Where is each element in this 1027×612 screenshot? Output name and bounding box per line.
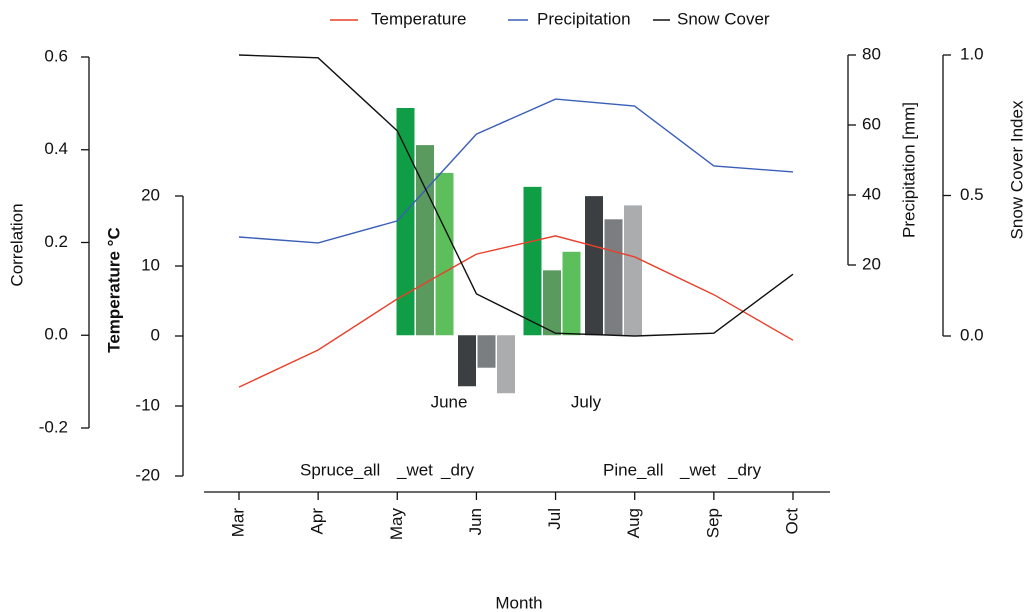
x-tick-label: Mar <box>228 508 247 538</box>
legend-label: Precipitation <box>537 9 631 28</box>
bar <box>604 219 623 336</box>
tick-label: 20 <box>141 185 160 204</box>
tick-label: 60 <box>862 114 881 133</box>
tick-label: 0.2 <box>44 232 68 251</box>
bar-legend-label: _dry <box>727 460 762 479</box>
legend-label: Temperature <box>371 9 466 28</box>
group-label: July <box>571 392 602 411</box>
bar <box>435 172 454 336</box>
legend-label: Snow Cover <box>677 9 770 28</box>
bar <box>458 335 476 387</box>
bar <box>543 270 561 336</box>
y-axis-label: Correlation <box>7 203 26 286</box>
bar-legend-label: _dry <box>440 460 475 479</box>
bar-legend-label: _wet <box>679 460 716 479</box>
group-label: June <box>431 392 468 411</box>
bar-legend-label: _wet <box>396 460 433 479</box>
bar <box>562 251 581 336</box>
y3-axis-label: Snow Cover Index <box>1007 100 1026 239</box>
x-tick-label: Jun <box>466 508 485 535</box>
bar <box>585 196 603 336</box>
x-tick-label: Oct <box>782 508 801 535</box>
tick-label: 0.5 <box>960 185 984 204</box>
tick-label: 1.0 <box>960 44 984 63</box>
x-tick-label: Aug <box>624 508 643 538</box>
bar <box>523 186 542 336</box>
x-tick-label: Apr <box>308 508 327 535</box>
tick-label: 0.6 <box>44 46 68 65</box>
tick-label: 40 <box>862 184 881 203</box>
line <box>238 235 794 388</box>
tick-label: 80 <box>862 44 881 63</box>
tick-label: 0.0 <box>44 325 68 344</box>
line <box>238 54 794 337</box>
bar <box>396 108 415 336</box>
bar-legend-label: Spruce_all <box>300 460 380 479</box>
tick-label: -10 <box>135 395 160 414</box>
x-tick-label: May <box>387 508 406 541</box>
tick-label: 20 <box>862 254 881 273</box>
x-tick-label: Jul <box>545 508 564 530</box>
tick-label: -20 <box>135 465 160 484</box>
tick-label: 0.0 <box>960 325 984 344</box>
tick-label: 0.4 <box>44 139 68 158</box>
line <box>238 98 794 244</box>
bar <box>416 145 434 336</box>
x-axis-label: Month <box>495 593 542 612</box>
tick-label: 0 <box>151 325 160 344</box>
tick-label: -0.2 <box>39 417 68 436</box>
bar <box>477 335 496 368</box>
bar <box>624 205 642 336</box>
temp-axis-label: Temperature °C <box>104 227 123 353</box>
bar-legend-label: Pine_all <box>603 460 664 479</box>
x-tick-label: Sep <box>703 508 722 538</box>
tick-label: 10 <box>141 255 160 274</box>
y2-axis-label: Precipitation [mm] <box>899 102 918 238</box>
bar <box>497 335 515 394</box>
